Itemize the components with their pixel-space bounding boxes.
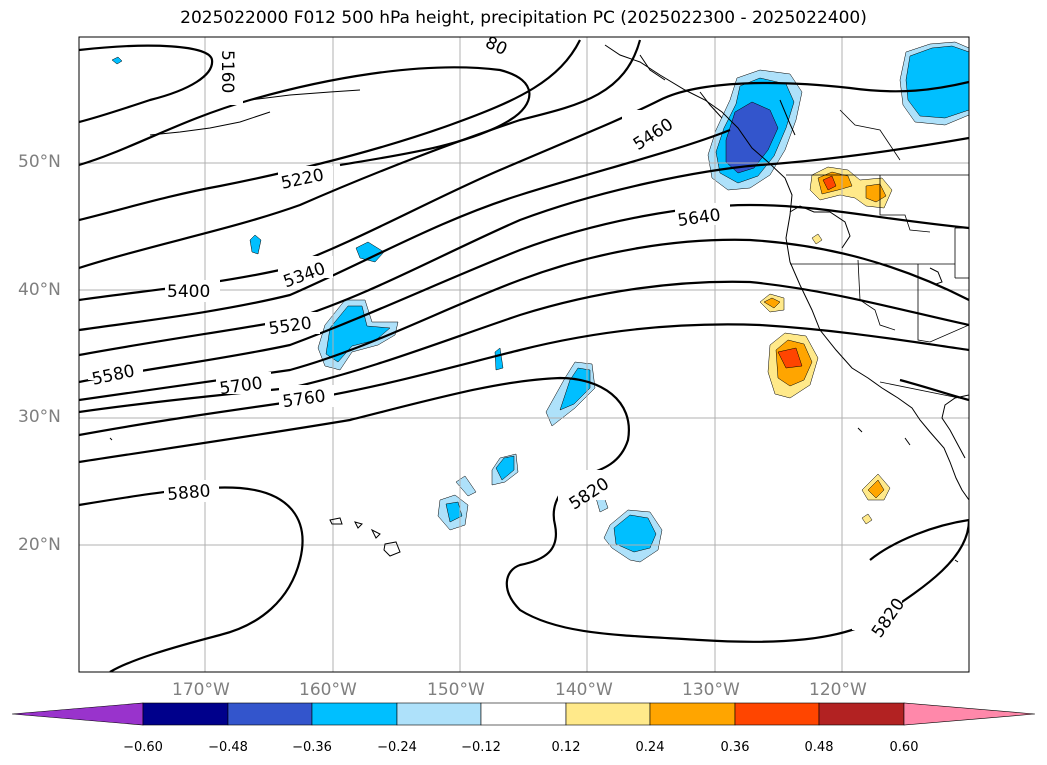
lat-label-20n: 20°N: [18, 535, 61, 555]
colorbar-bin-8: [734, 702, 820, 726]
height-contours: [79, 39, 969, 672]
colorbar-bin-5: [480, 702, 567, 726]
cb-tick-neg012: −0.12: [461, 740, 501, 755]
cb-tick-neg060: −0.60: [123, 740, 163, 755]
contour-labels: 5160 5220 5340 5400 5460 5520 5580 5640 …: [88, 37, 909, 642]
lon-label-160w: 160°W: [299, 680, 357, 700]
contour-label-5400: 5400: [167, 282, 210, 302]
colorbar-bin-3: [311, 702, 398, 726]
cb-tick-012: 0.12: [551, 740, 581, 755]
lon-label-170w: 170°W: [172, 680, 230, 700]
cb-tick-neg024: −0.24: [377, 740, 417, 755]
map-title: 2025022000 F012 500 hPa height, precipit…: [180, 8, 867, 28]
lat-label-30n: 30°N: [18, 407, 61, 427]
country-borders: [786, 109, 969, 401]
lon-label-120w: 120°W: [809, 680, 867, 700]
colorbar-bin-6: [565, 702, 651, 726]
cb-tick-048: 0.48: [804, 740, 834, 755]
lat-label-40n: 40°N: [18, 280, 61, 300]
colorbar-extend-max: [903, 702, 1036, 726]
colorbar-bin-9: [818, 702, 905, 726]
lon-label-140w: 140°W: [555, 680, 613, 700]
contour-label-5160: 5160: [217, 50, 237, 93]
lon-label-150w: 150°W: [427, 680, 485, 700]
colorbar-bin-2: [227, 702, 313, 726]
lon-label-130w: 130°W: [682, 680, 740, 700]
cb-tick-036: 0.36: [720, 740, 750, 755]
cb-tick-024: 0.24: [635, 740, 665, 755]
colorbar: [11, 702, 1036, 726]
plot-frame: [78, 36, 970, 673]
cb-tick-060: 0.60: [889, 740, 919, 755]
colorbar-bin-7: [649, 702, 736, 726]
lat-label-50n: 50°N: [18, 152, 61, 172]
colorbar-extend-min: [11, 702, 144, 726]
cb-tick-neg048: −0.48: [208, 740, 248, 755]
cb-tick-neg036: −0.36: [292, 740, 332, 755]
graticule: [79, 37, 969, 672]
coastlines: [109, 44, 969, 563]
colorbar-bin-1: [142, 702, 229, 726]
colorbar-bin-4: [396, 702, 482, 726]
contour-label-5880: 5880: [166, 481, 211, 505]
precip-fills: [111, 41, 969, 563]
